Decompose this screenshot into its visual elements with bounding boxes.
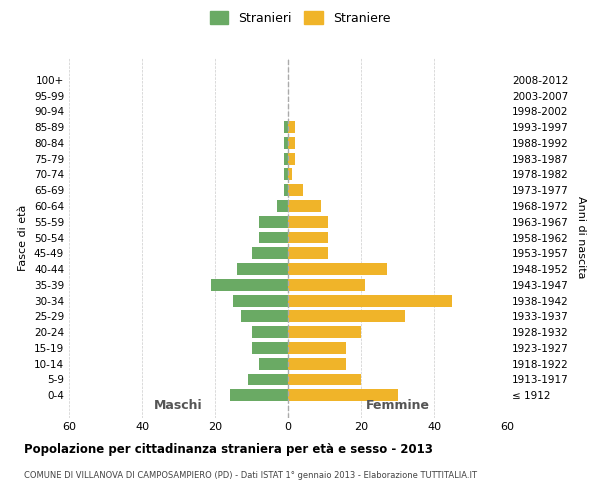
Y-axis label: Anni di nascita: Anni di nascita <box>575 196 586 279</box>
Bar <box>241 310 288 322</box>
Bar <box>251 326 288 338</box>
Text: Femmine: Femmine <box>365 399 430 412</box>
Bar <box>288 279 365 290</box>
Bar <box>288 390 398 401</box>
Bar <box>288 168 292 180</box>
Bar <box>284 121 288 133</box>
Bar <box>251 342 288 354</box>
Bar <box>288 137 295 149</box>
Bar <box>237 263 288 275</box>
Text: COMUNE DI VILLANOVA DI CAMPOSAMPIERO (PD) - Dati ISTAT 1° gennaio 2013 - Elabora: COMUNE DI VILLANOVA DI CAMPOSAMPIERO (PD… <box>24 471 477 480</box>
Bar <box>259 358 288 370</box>
Bar <box>284 137 288 149</box>
Bar <box>288 152 295 164</box>
Bar <box>288 326 361 338</box>
Bar <box>259 216 288 228</box>
Bar <box>288 200 321 212</box>
Bar <box>288 216 328 228</box>
Text: Maschi: Maschi <box>154 399 203 412</box>
Bar <box>284 184 288 196</box>
Bar <box>288 310 405 322</box>
Bar <box>288 342 346 354</box>
Bar <box>248 374 288 386</box>
Bar <box>259 232 288 243</box>
Bar <box>284 152 288 164</box>
Bar <box>288 263 386 275</box>
Bar <box>288 374 361 386</box>
Legend: Stranieri, Straniere: Stranieri, Straniere <box>205 6 395 30</box>
Bar <box>288 232 328 243</box>
Y-axis label: Fasce di età: Fasce di età <box>19 204 28 270</box>
Text: Popolazione per cittadinanza straniera per età e sesso - 2013: Popolazione per cittadinanza straniera p… <box>24 442 433 456</box>
Bar <box>288 121 295 133</box>
Bar <box>251 248 288 259</box>
Bar <box>288 248 328 259</box>
Bar <box>211 279 288 290</box>
Bar <box>284 168 288 180</box>
Bar <box>233 294 288 306</box>
Bar <box>277 200 288 212</box>
Bar <box>230 390 288 401</box>
Bar <box>288 358 346 370</box>
Bar <box>288 184 302 196</box>
Bar <box>288 294 452 306</box>
